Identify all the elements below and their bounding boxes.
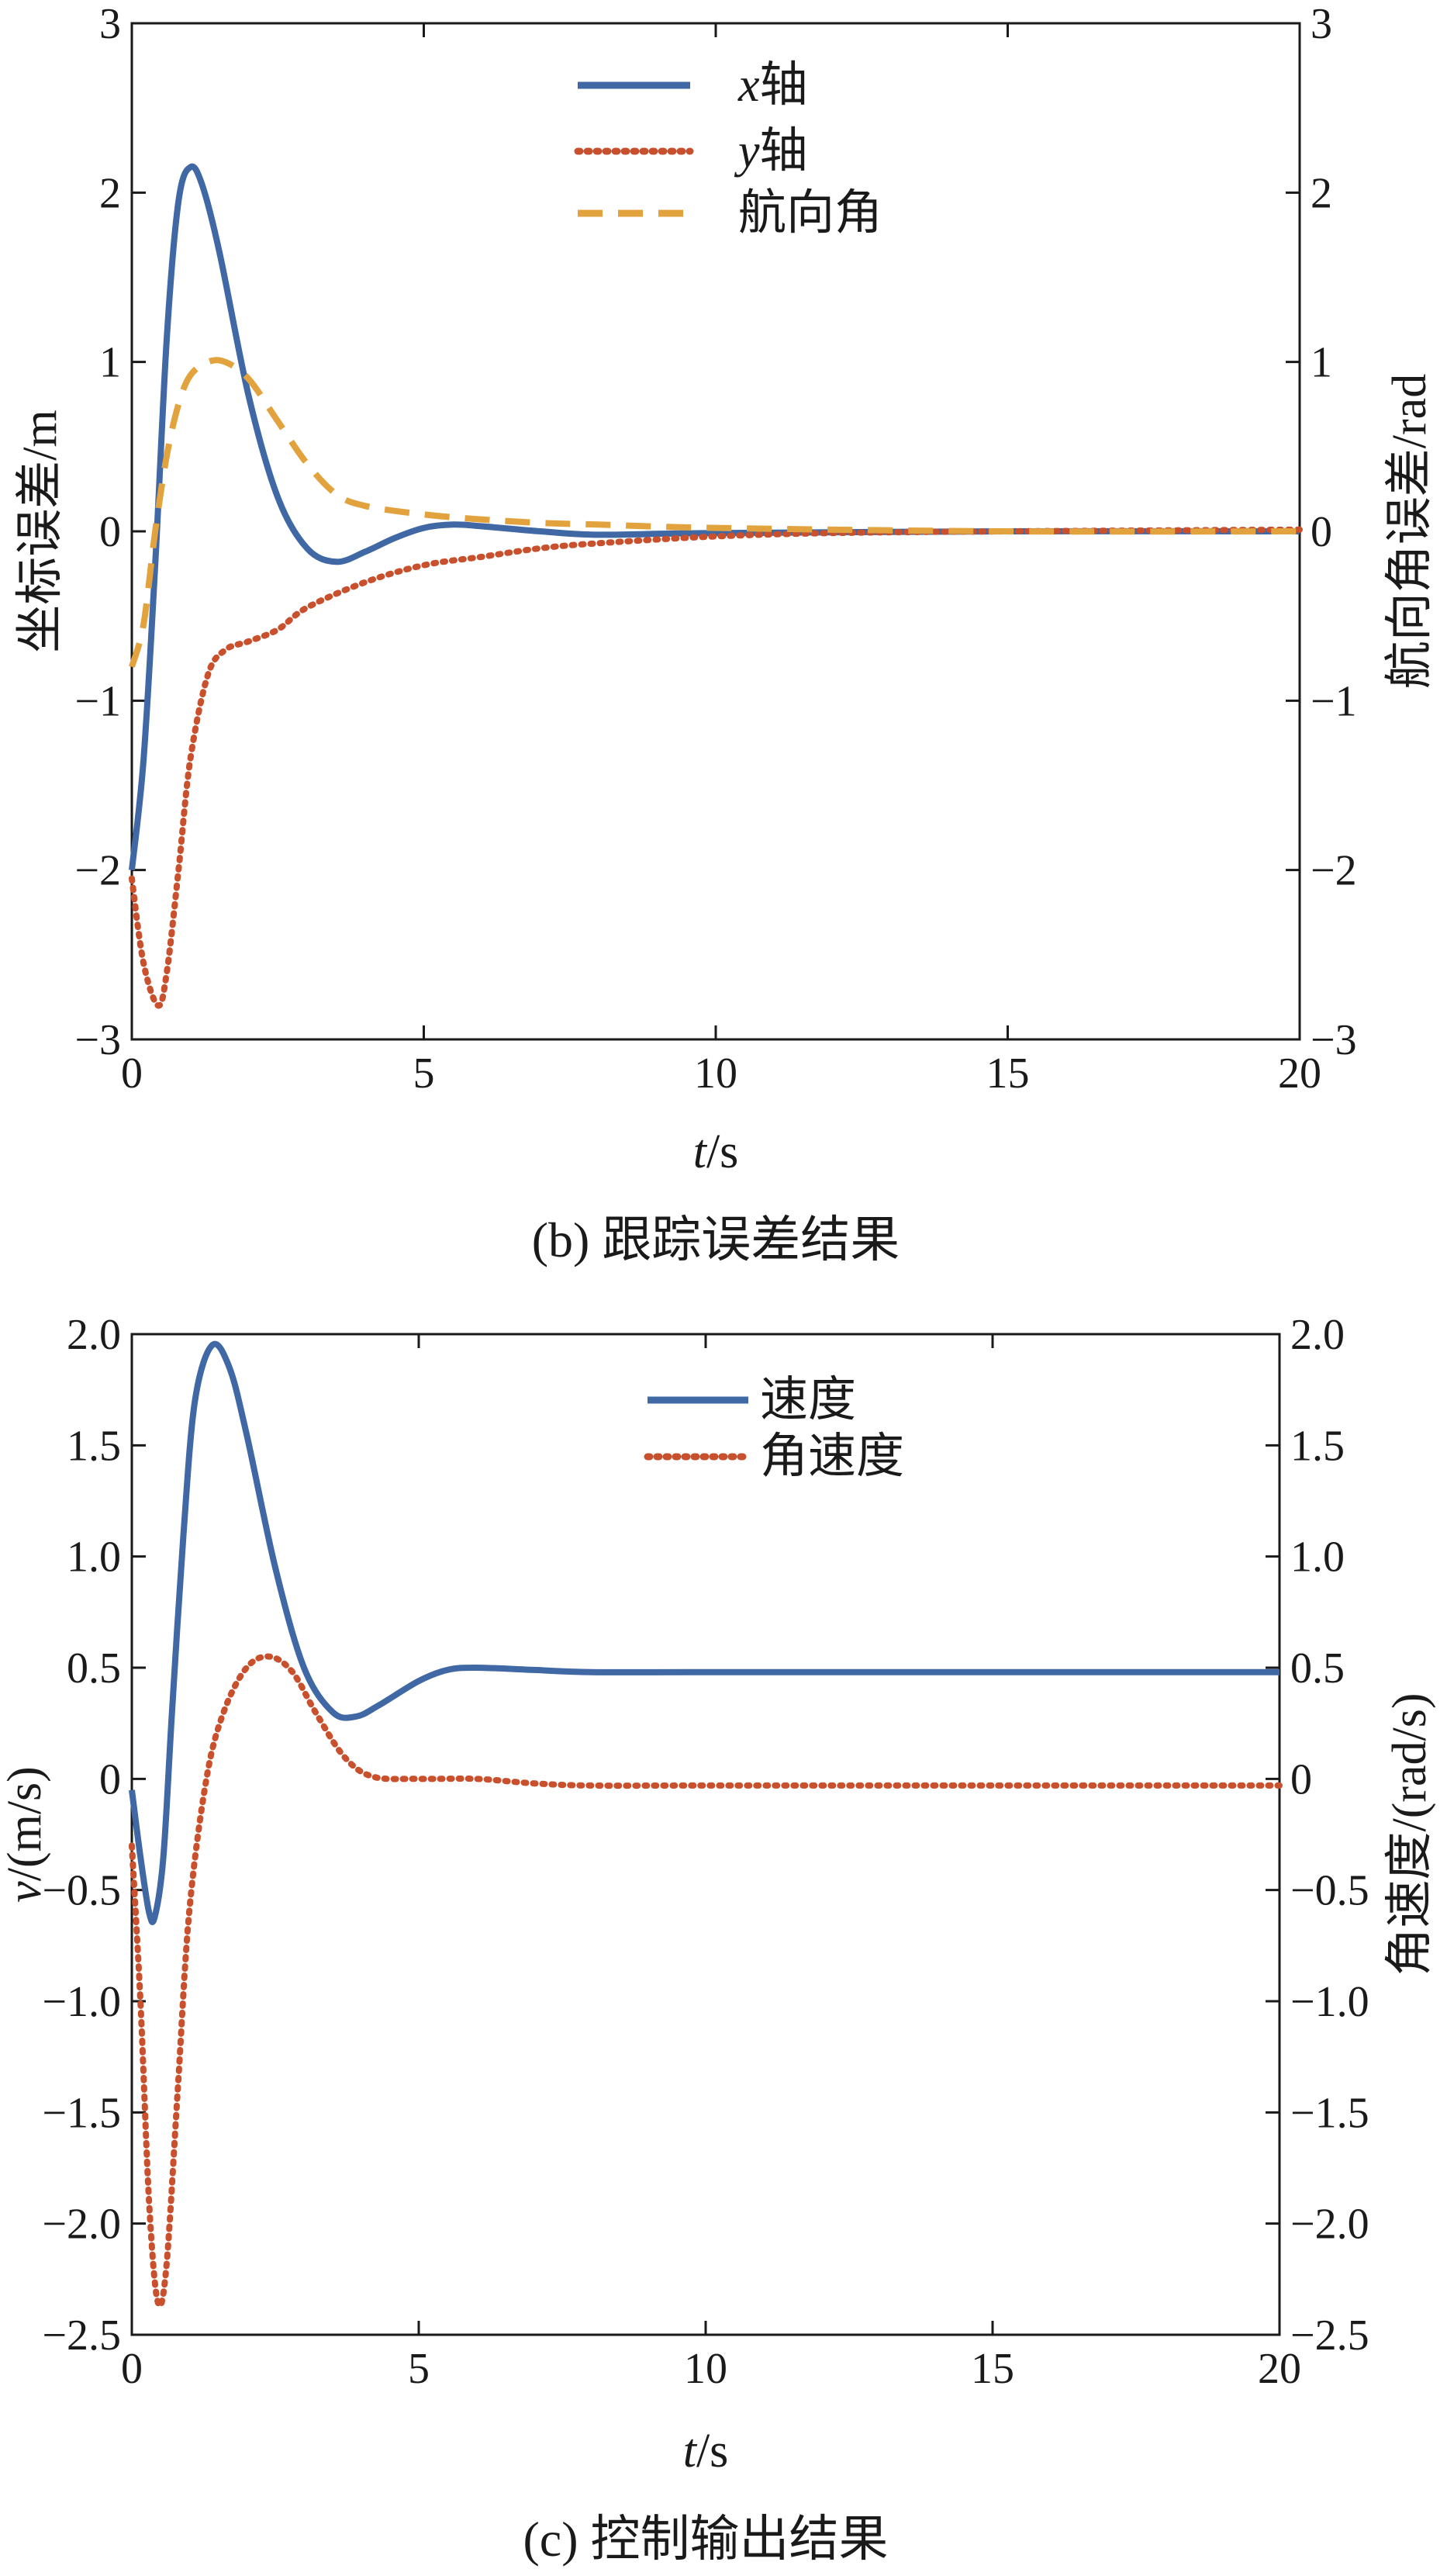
legend-label-y-axis: y轴 xyxy=(734,125,808,178)
left-y-tick-label: 2.0 xyxy=(67,1311,121,1359)
series-line-0 xyxy=(129,1340,1280,1925)
left-y-tick-label: 0 xyxy=(99,1755,121,1803)
right-y-tick-label: −1.0 xyxy=(1290,1978,1369,2026)
right-y-tick-label: 2 xyxy=(1311,169,1332,217)
left-y-tick-label: 3 xyxy=(99,0,121,48)
left-y-tick-label: −2.5 xyxy=(42,2311,121,2360)
right-y-tick-label: 0.5 xyxy=(1290,1644,1345,1693)
series-line-1 xyxy=(129,1653,1283,2309)
right-y-tick-label: −1.5 xyxy=(1290,2089,1369,2137)
right-y-tick-label: −3 xyxy=(1311,1016,1357,1064)
x-tick-label: 20 xyxy=(1278,1049,1321,1098)
left-y-tick-label: 1.5 xyxy=(67,1422,121,1470)
x-tick-label: 0 xyxy=(121,2345,143,2393)
x-axis-label: t/s xyxy=(683,2425,729,2477)
x-tick-label: 0 xyxy=(121,1049,143,1098)
left-y-tick-label: 1 xyxy=(99,339,121,387)
x-tick-label: 15 xyxy=(971,2345,1014,2393)
left-y-axis-label: 坐标误差/m xyxy=(14,410,67,652)
left-y-tick-label: 2 xyxy=(99,169,121,217)
left-y-tick-label: −3 xyxy=(74,1016,121,1064)
right-y-axis-ticks: 2.0 1.5 1.0 0.5 0 −0.5 −1.0 −1.5 −2.0 −2.5 xyxy=(1266,1311,1369,2360)
legend-label-velocity: 速度 xyxy=(760,1374,856,1426)
left-y-axis-label: v/(m/s) xyxy=(0,1766,51,1903)
right-y-tick-label: 1 xyxy=(1311,339,1332,387)
left-y-tick-label: −1 xyxy=(74,677,121,725)
x-tick-label: 10 xyxy=(694,1049,737,1098)
chart-caption: (c) 控制输出结果 xyxy=(523,2512,888,2567)
x-tick-label: 15 xyxy=(986,1049,1030,1098)
left-y-axis-ticks: 2.0 1.5 1.0 0.5 0 −0.5 −1.0 −1.5 −2.0 −2.5 xyxy=(42,1311,146,2360)
right-y-tick-label: −2.0 xyxy=(1290,2201,1369,2249)
series-line-1 xyxy=(129,526,1303,1009)
legend-label-angular-velocity: 角速度 xyxy=(760,1430,904,1483)
right-y-tick-label: 1.5 xyxy=(1290,1422,1345,1470)
left-y-axis-ticks: 3 2 1 0 −1 −2 −3 xyxy=(74,0,146,1064)
x-tick-label: 10 xyxy=(684,2345,727,2393)
x-axis-ticks: 0 5 10 15 20 xyxy=(121,23,1321,1098)
left-y-tick-label: 0 xyxy=(99,508,121,556)
chart-caption: (b) 跟踪误差结果 xyxy=(532,1212,900,1267)
left-y-tick-label: 1.0 xyxy=(67,1533,121,1582)
x-tick-label: 5 xyxy=(408,2345,430,2393)
series-line-0 xyxy=(129,163,1300,871)
right-y-tick-label: 1.0 xyxy=(1290,1533,1345,1582)
series-lines xyxy=(129,163,1303,1009)
right-y-axis-label: 角速度/(rad/s) xyxy=(1383,1693,1436,1976)
legend-label-x-axis: x轴 xyxy=(737,59,808,112)
right-y-tick-label: −2.5 xyxy=(1290,2311,1369,2360)
legend: x轴 y轴 航向角 xyxy=(574,59,882,240)
right-y-tick-label: −0.5 xyxy=(1290,1867,1369,1915)
legend: 速度 角速度 xyxy=(644,1374,904,1483)
right-y-tick-label: 3 xyxy=(1311,0,1332,48)
legend-label-heading-angle: 航向角 xyxy=(738,187,882,240)
control-output-chart: 0 5 10 15 20 2.0 1.5 1.0 0.5 0 −0.5 −1.0 −1.5 −2.0 −2… xyxy=(0,1311,1436,2567)
left-y-tick-label: −2.0 xyxy=(42,2201,121,2249)
left-y-tick-label: 0.5 xyxy=(67,1644,121,1693)
x-tick-label: 5 xyxy=(413,1049,435,1098)
right-y-tick-label: 0 xyxy=(1311,508,1332,556)
x-axis-label: t/s xyxy=(693,1125,739,1178)
right-y-tick-label: 0 xyxy=(1290,1755,1312,1803)
right-y-axis-label: 航向角误差/rad xyxy=(1383,374,1436,689)
x-tick-label: 20 xyxy=(1258,2345,1301,2393)
series-line-2 xyxy=(129,357,1300,668)
series-lines xyxy=(129,1340,1283,2309)
right-y-axis-ticks: 3 2 1 0 −1 −2 −3 xyxy=(1286,0,1357,1064)
x-axis-ticks: 0 5 10 15 20 xyxy=(121,1334,1301,2393)
left-y-tick-label: −1.5 xyxy=(42,2089,121,2137)
left-y-tick-label: −1.0 xyxy=(42,1978,121,2026)
right-y-tick-label: −1 xyxy=(1311,677,1357,725)
left-y-tick-label: −0.5 xyxy=(42,1867,121,1915)
left-y-tick-label: −2 xyxy=(74,847,121,895)
right-y-tick-label: −2 xyxy=(1311,847,1357,895)
right-y-tick-label: 2.0 xyxy=(1290,1311,1345,1359)
